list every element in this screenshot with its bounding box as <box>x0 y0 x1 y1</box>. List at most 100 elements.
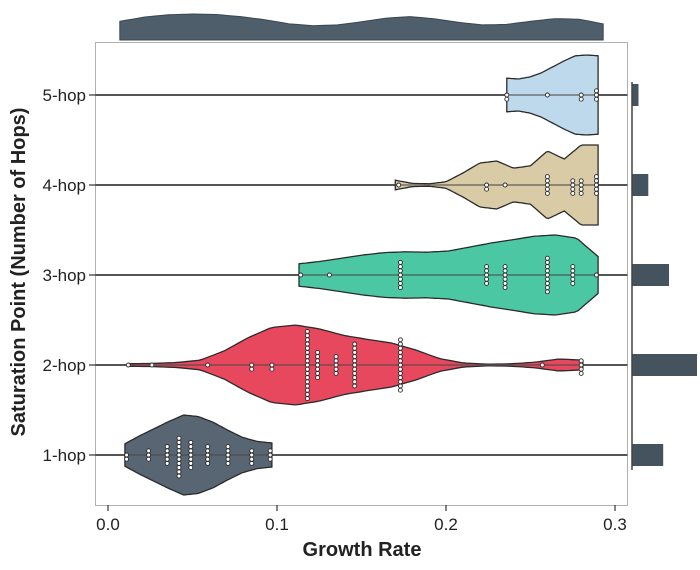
top-density-area <box>119 13 604 41</box>
data-point-1-hop <box>176 456 182 462</box>
data-point-3-hop <box>544 264 550 270</box>
data-point-4-hop <box>578 190 584 196</box>
data-point-1-hop <box>188 444 194 450</box>
data-point-1-hop <box>205 448 211 454</box>
data-point-2-hop <box>352 370 358 376</box>
data-point-2-hop <box>578 370 584 376</box>
violin-group <box>95 54 628 496</box>
data-point-3-hop <box>484 276 490 282</box>
data-point-3-hop <box>544 285 550 291</box>
right-histogram-bar-3-hop <box>632 264 669 286</box>
data-point-3-hop <box>544 272 550 278</box>
data-point-3-hop <box>544 259 550 265</box>
data-point-5-hop <box>544 92 550 98</box>
data-point-2-hop <box>269 366 275 372</box>
data-point-4-hop <box>544 182 550 188</box>
y-tick-label: 1-hop <box>43 446 86 465</box>
data-point-4-hop <box>578 186 584 192</box>
data-point-1-hop <box>225 448 231 454</box>
data-point-4-hop <box>593 186 599 192</box>
data-point-3-hop <box>397 280 403 286</box>
data-point-3-hop <box>544 280 550 286</box>
data-point-2-hop <box>352 349 358 355</box>
data-point-3-hop <box>570 268 576 274</box>
data-point-3-hop <box>484 268 490 274</box>
data-point-2-hop <box>304 370 310 376</box>
data-point-2-hop <box>397 366 403 372</box>
data-point-2-hop <box>249 362 255 368</box>
data-point-2-hop <box>352 383 358 389</box>
y-tick-label: 2-hop <box>43 356 86 375</box>
data-point-2-hop <box>304 387 310 393</box>
data-point-2-hop <box>352 358 358 364</box>
data-point-3-hop <box>484 272 490 278</box>
data-point-3-hop <box>502 276 508 282</box>
right-histogram-bar-1-hop <box>632 444 664 466</box>
data-point-1-hop <box>205 444 211 450</box>
data-point-1-hop <box>176 452 182 458</box>
data-point-1-hop <box>249 456 255 462</box>
data-point-1-hop <box>188 452 194 458</box>
data-point-4-hop <box>396 182 402 188</box>
data-point-1-hop <box>176 448 182 454</box>
data-point-3-hop <box>544 255 550 261</box>
data-point-2-hop <box>315 375 321 381</box>
data-point-1-hop <box>188 456 194 462</box>
data-point-2-hop <box>397 379 403 385</box>
data-point-3-hop <box>502 272 508 278</box>
data-point-3-hop <box>502 264 508 270</box>
data-point-4-hop <box>593 182 599 188</box>
data-point-2-hop <box>397 362 403 368</box>
data-point-1-hop <box>176 435 182 441</box>
data-point-1-hop <box>188 448 194 454</box>
data-point-4-hop <box>570 182 576 188</box>
data-point-4-hop <box>570 178 576 184</box>
data-point-2-hop <box>304 328 310 334</box>
data-point-2-hop <box>352 366 358 372</box>
data-point-2-hop <box>352 375 358 381</box>
data-point-3-hop <box>544 276 550 282</box>
data-point-2-hop <box>397 375 403 381</box>
data-point-2-hop <box>315 349 321 355</box>
data-point-3-hop <box>570 280 576 286</box>
data-point-1-hop <box>225 460 231 466</box>
data-point-1-hop <box>249 448 255 454</box>
data-point-4-hop <box>544 186 550 192</box>
data-point-2-hop <box>304 379 310 385</box>
y-tick-label: 5-hop <box>43 86 86 105</box>
data-point-3-hop <box>544 268 550 274</box>
data-point-1-hop <box>205 460 211 466</box>
data-point-1-hop <box>225 456 231 462</box>
data-point-2-hop <box>333 370 339 376</box>
data-point-3-hop <box>570 276 576 282</box>
data-point-2-hop <box>397 358 403 364</box>
x-tick-label: 0.2 <box>434 515 458 534</box>
data-point-2-hop <box>205 362 211 368</box>
data-point-1-hop <box>164 456 170 462</box>
x-axis-title: Growth Rate <box>303 539 422 561</box>
data-point-1-hop <box>146 456 152 462</box>
data-point-1-hop <box>146 452 152 458</box>
data-point-1-hop <box>188 465 194 471</box>
data-point-2-hop <box>397 387 403 393</box>
data-point-2-hop <box>397 337 403 343</box>
data-point-2-hop <box>304 337 310 343</box>
data-point-1-hop <box>146 448 152 454</box>
data-point-4-hop <box>544 178 550 184</box>
data-point-1-hop <box>225 452 231 458</box>
data-point-1-hop <box>249 460 255 466</box>
data-point-3-hop <box>484 280 490 286</box>
data-point-1-hop <box>188 439 194 445</box>
data-point-1-hop <box>249 452 255 458</box>
x-tick-label: 0.1 <box>265 515 289 534</box>
right-histogram-bar-4-hop <box>632 174 649 196</box>
data-point-3-hop <box>397 264 403 270</box>
data-point-3-hop <box>397 259 403 265</box>
data-point-1-hop <box>267 456 273 462</box>
data-point-1-hop <box>176 473 182 479</box>
data-point-5-hop <box>593 88 599 94</box>
data-point-3-hop <box>397 272 403 278</box>
data-point-4-hop <box>544 174 550 180</box>
data-point-2-hop <box>304 358 310 364</box>
